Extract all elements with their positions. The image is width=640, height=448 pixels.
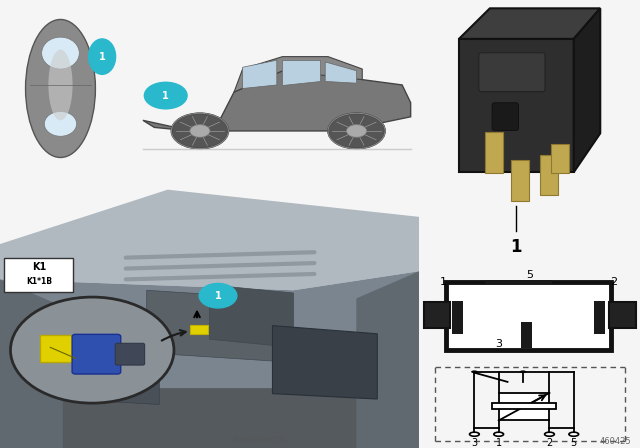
Polygon shape: [234, 56, 362, 92]
Text: 2: 2: [547, 439, 552, 448]
Ellipse shape: [42, 37, 79, 69]
Circle shape: [347, 125, 367, 137]
Polygon shape: [147, 290, 273, 361]
Circle shape: [10, 297, 174, 403]
Ellipse shape: [44, 112, 77, 136]
FancyBboxPatch shape: [459, 39, 574, 172]
Polygon shape: [356, 271, 419, 448]
FancyBboxPatch shape: [445, 281, 611, 349]
FancyBboxPatch shape: [4, 258, 74, 292]
Ellipse shape: [49, 50, 72, 121]
FancyBboxPatch shape: [609, 302, 636, 328]
Text: 1: 1: [495, 439, 502, 448]
Circle shape: [199, 284, 237, 308]
Polygon shape: [0, 271, 419, 388]
Circle shape: [494, 432, 504, 436]
Circle shape: [190, 125, 210, 137]
Text: 3: 3: [495, 340, 502, 349]
Text: 3: 3: [471, 439, 477, 448]
FancyBboxPatch shape: [115, 343, 145, 365]
Bar: [521, 322, 532, 348]
Ellipse shape: [26, 19, 95, 158]
Bar: [486, 280, 552, 284]
Text: 1: 1: [163, 90, 169, 100]
Circle shape: [520, 370, 526, 373]
Text: 1: 1: [214, 291, 221, 301]
Text: 460425: 460425: [600, 437, 631, 446]
FancyBboxPatch shape: [540, 155, 558, 195]
Polygon shape: [0, 190, 419, 290]
Bar: [594, 301, 605, 334]
Circle shape: [470, 432, 479, 436]
Circle shape: [145, 82, 187, 109]
Text: 1: 1: [440, 276, 447, 287]
Polygon shape: [143, 69, 411, 131]
FancyBboxPatch shape: [72, 334, 121, 374]
FancyBboxPatch shape: [479, 53, 545, 92]
FancyBboxPatch shape: [492, 103, 518, 130]
Circle shape: [328, 113, 385, 149]
FancyBboxPatch shape: [40, 335, 86, 362]
Bar: [452, 301, 463, 334]
Polygon shape: [210, 285, 293, 347]
Text: 1: 1: [511, 238, 522, 256]
Bar: [492, 403, 556, 409]
FancyBboxPatch shape: [499, 393, 550, 420]
Polygon shape: [63, 353, 159, 405]
Polygon shape: [459, 9, 600, 39]
Polygon shape: [574, 9, 600, 172]
Polygon shape: [0, 388, 419, 448]
Text: 2: 2: [610, 276, 617, 287]
Text: EO0000004151: EO0000004151: [233, 436, 287, 443]
Polygon shape: [325, 62, 356, 83]
Text: K1: K1: [32, 262, 46, 272]
Circle shape: [569, 432, 579, 436]
FancyBboxPatch shape: [424, 302, 450, 328]
Text: K1*1B: K1*1B: [26, 277, 52, 286]
Polygon shape: [273, 326, 378, 399]
FancyBboxPatch shape: [511, 160, 529, 201]
Circle shape: [545, 432, 554, 436]
Circle shape: [471, 370, 477, 373]
FancyBboxPatch shape: [190, 325, 209, 334]
Text: 1: 1: [99, 52, 106, 62]
Circle shape: [89, 39, 116, 74]
Circle shape: [172, 113, 228, 149]
Text: 5: 5: [571, 439, 577, 448]
FancyBboxPatch shape: [551, 144, 569, 173]
Text: 5: 5: [526, 271, 533, 280]
Polygon shape: [282, 60, 319, 85]
FancyBboxPatch shape: [484, 133, 502, 173]
Polygon shape: [0, 280, 63, 448]
Polygon shape: [243, 60, 277, 89]
